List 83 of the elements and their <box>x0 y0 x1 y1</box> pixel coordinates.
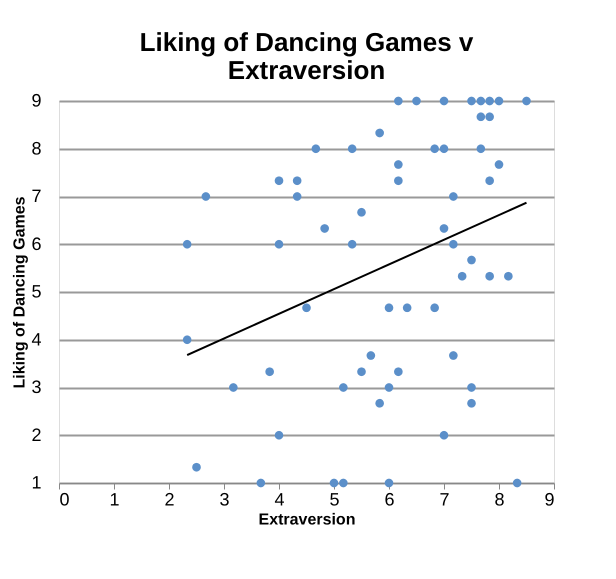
point <box>292 192 302 201</box>
point <box>274 430 284 440</box>
x-tick-label: 7 <box>439 490 450 510</box>
point <box>522 96 531 106</box>
y-tick-label: 3 <box>31 377 42 397</box>
point <box>430 303 439 312</box>
text: Liking of Dancing Games v <box>140 27 474 57</box>
text: Extraversion <box>228 55 386 85</box>
point <box>330 478 338 488</box>
point <box>494 160 504 169</box>
point <box>339 478 348 488</box>
point <box>449 240 458 249</box>
y-tick-label: 5 <box>31 282 42 302</box>
point <box>182 335 192 344</box>
point <box>467 256 476 264</box>
point <box>348 144 356 154</box>
point <box>384 383 394 392</box>
x-tick-label: 0 <box>60 490 70 510</box>
point <box>504 272 513 281</box>
x-tick-label: 8 <box>494 490 505 510</box>
point <box>449 351 458 360</box>
point <box>467 96 476 106</box>
point <box>357 367 366 376</box>
point <box>312 144 320 154</box>
point <box>229 383 238 392</box>
point <box>476 96 486 106</box>
point <box>467 383 476 392</box>
point <box>394 96 403 106</box>
x-tick-label: 2 <box>164 490 175 510</box>
y-tick-label: 7 <box>31 186 42 206</box>
y-tick-label: 9 <box>31 90 42 110</box>
point <box>449 192 458 201</box>
point <box>440 96 448 106</box>
point <box>440 144 448 154</box>
point <box>274 240 284 249</box>
y-tick-label: 8 <box>31 138 42 158</box>
x-tick-label: 6 <box>384 490 395 510</box>
point <box>485 112 494 122</box>
point <box>357 208 366 217</box>
point <box>384 303 394 312</box>
point <box>384 478 394 488</box>
point <box>192 462 201 472</box>
x-tick-label: 4 <box>274 490 285 510</box>
x-tick-label: 5 <box>329 490 340 510</box>
point <box>402 303 412 312</box>
point <box>375 398 384 408</box>
point <box>394 367 403 376</box>
point <box>440 430 448 440</box>
y-axis-title: Liking of Dancing Games <box>11 196 28 389</box>
y-tick-label: 4 <box>31 329 42 350</box>
point <box>182 240 192 249</box>
point <box>430 144 439 154</box>
point <box>292 176 302 186</box>
x-tick-label: 3 <box>219 490 230 510</box>
point <box>494 96 504 106</box>
point <box>366 351 376 360</box>
point <box>412 96 421 106</box>
point <box>476 144 486 154</box>
point <box>348 240 356 249</box>
y-tick-label: 2 <box>31 424 42 445</box>
point <box>320 224 329 233</box>
point <box>458 272 466 281</box>
point <box>394 160 403 169</box>
y-tick-label: 6 <box>31 234 42 254</box>
x-axis-title: Extraversion <box>258 512 356 528</box>
point <box>339 383 348 392</box>
point <box>265 367 274 376</box>
point <box>476 112 486 122</box>
point <box>202 192 210 201</box>
point <box>485 272 494 281</box>
point <box>467 398 476 408</box>
point <box>256 478 266 488</box>
point <box>440 224 448 233</box>
point <box>512 478 522 488</box>
point <box>375 128 384 138</box>
point <box>302 303 311 312</box>
point <box>394 176 403 186</box>
point <box>274 176 284 186</box>
y-tick-label: 1 <box>31 472 42 492</box>
point <box>485 96 494 106</box>
x-tick-label: 9 <box>544 490 554 510</box>
point <box>485 176 494 186</box>
x-tick-label: 1 <box>109 490 120 510</box>
